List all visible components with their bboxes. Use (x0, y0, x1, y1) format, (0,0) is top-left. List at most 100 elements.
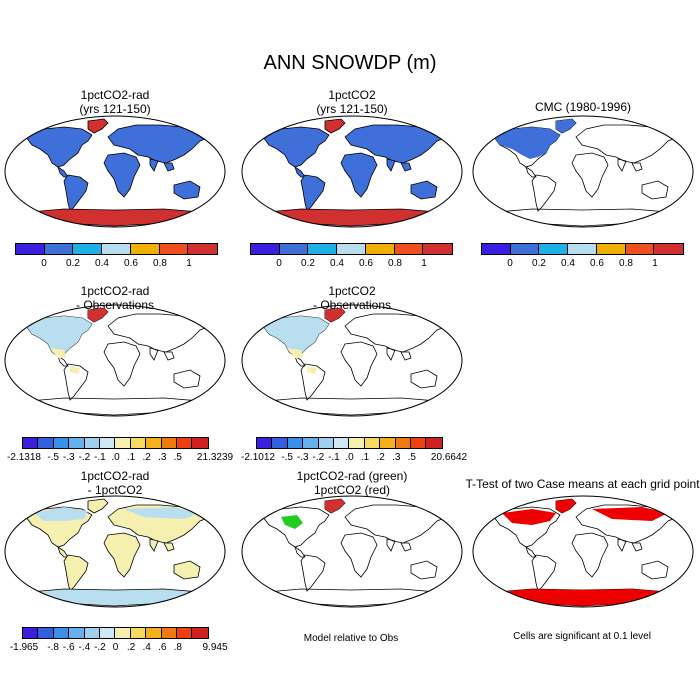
map-panel-5 (241, 304, 463, 417)
map-border (4, 495, 226, 608)
colorbar-swatch (395, 438, 412, 448)
colorbar-tick-label: -.6 (62, 642, 75, 653)
australia-landmass (410, 180, 438, 200)
australia-landmass (410, 560, 438, 580)
africa-landmass (340, 532, 378, 578)
colorbar-swatch (100, 438, 116, 448)
antarctica-landmass (485, 208, 681, 227)
colorbar-tick-label: -.3 (296, 452, 309, 463)
panel-7-title-line1: 1pctCO2-rad (80, 469, 150, 483)
colorbar-tick-label: -.2 (312, 452, 325, 463)
panel-9-title-line1: T-Test of two Case means at each grid po… (465, 477, 700, 491)
map-panel-2 (241, 115, 463, 228)
colorbar-swatch (308, 244, 338, 254)
panel-8-title-line2: 1pctCO2 (red) (313, 483, 391, 497)
colorbar-tick-label: -.8 (47, 642, 59, 653)
south-america-landmass (531, 554, 557, 592)
colorbar-swatch (146, 438, 162, 448)
se-asia-landmass (631, 162, 643, 172)
central-am-landmass (294, 355, 306, 367)
india-landmass (617, 538, 627, 552)
se-asia-landmass (631, 542, 643, 552)
se-asia-landmass (163, 351, 175, 361)
colorbar-swatch (423, 244, 452, 254)
colorbar-swatch (130, 244, 160, 254)
africa-landmass (340, 341, 378, 387)
colorbar-swatch (279, 244, 309, 254)
colorbar-swatch (69, 628, 85, 638)
colorbar-tick-label: 0 (41, 258, 47, 269)
colorbar-swatch (84, 628, 101, 638)
south-america-landmass (531, 174, 557, 212)
south-america-landmass (63, 554, 89, 592)
antarctica-landmass (17, 397, 213, 416)
colorbar-swatch (177, 628, 193, 638)
colorbar-swatch (177, 438, 193, 448)
antarctica-landmass (254, 208, 450, 227)
antarctica-landmass (17, 588, 213, 607)
africa-landmass (103, 532, 141, 578)
colorbar-tick-label: .0 (111, 452, 120, 463)
africa-landmass (571, 532, 609, 578)
colorbar-tick-label: 0.2 (301, 258, 315, 269)
colorbar-swatch (53, 628, 70, 638)
colorbar-tick-label: .2 (126, 642, 136, 653)
colorbar-tick-label: 1 (421, 258, 427, 269)
colorbar-swatch (115, 438, 131, 448)
se-asia-landmass (163, 162, 175, 172)
panel-7-title-line2: - 1pctCO2 (87, 483, 143, 497)
colorbar-tick-label: -.1 (328, 452, 340, 463)
colorbar-swatch (272, 438, 288, 448)
colorbar-tick-label: 0 (112, 642, 119, 653)
central-am-landmass (57, 546, 69, 558)
se-asia-landmass (400, 542, 412, 552)
colorbar-swatch (482, 244, 511, 254)
colorbar-tick-label: .6 (158, 642, 167, 653)
south-america-landmass (300, 554, 326, 592)
panel-5-title-line1: 1pctCO2 (328, 284, 376, 298)
map-panel-1 (4, 115, 226, 228)
colorbar-tick-label: 0.6 (124, 258, 138, 269)
india-landmass (386, 158, 396, 172)
colorbar-swatch (251, 244, 280, 254)
africa-landmass (571, 152, 609, 198)
colorbar-tick-label: -2.1012 (241, 452, 275, 463)
colorbar-swatch (365, 244, 395, 254)
eurasia-landmass (107, 124, 211, 164)
eurasia-landmass (344, 504, 448, 544)
colorbar-swatch (364, 438, 381, 448)
colorbar-swatch (426, 438, 442, 448)
colorbar-tick-label: -.5 (47, 452, 59, 463)
colorbar-swatch (161, 628, 178, 638)
difference-region (34, 507, 88, 521)
colorbar-swatch (16, 244, 45, 254)
colorbar-tick-label: 1 (652, 258, 658, 269)
colorbar-swatch (23, 628, 39, 638)
colorbar-swatch (303, 438, 319, 448)
difference-region (70, 366, 80, 374)
greenland-landmass (87, 498, 109, 514)
north-america-landmass (25, 126, 93, 168)
map-border (241, 495, 463, 608)
africa-landmass (340, 152, 378, 198)
north-america-landmass (262, 506, 330, 548)
colorbar-tick-label: 0 (507, 258, 513, 269)
colorbar-tick-label: 21.3239 (196, 452, 234, 463)
map-border (241, 115, 463, 228)
colorbar-swatch (188, 244, 217, 254)
figure-title: ANN SNOWDP (m) (263, 52, 437, 74)
australia-landmass (173, 180, 201, 200)
panel-4-title-line1: 1pctCO2-rad (80, 284, 150, 298)
colorbar-tick-label: -1.965 (9, 642, 39, 653)
colorbar-swatch (192, 438, 208, 448)
colorbar-swatch (38, 628, 54, 638)
panel-3-title-line1: CMC (1980-1996) (534, 100, 632, 114)
colorbar-panel-5 (256, 437, 443, 449)
map-border (4, 115, 226, 228)
india-landmass (386, 347, 396, 361)
colorbar-tick-label: .3 (158, 452, 167, 463)
colorbar-tick-label: .1 (126, 452, 136, 463)
colorbar-tick-label: 0.6 (590, 258, 604, 269)
se-asia-landmass (400, 351, 412, 361)
antarctica-landmass (17, 208, 213, 227)
